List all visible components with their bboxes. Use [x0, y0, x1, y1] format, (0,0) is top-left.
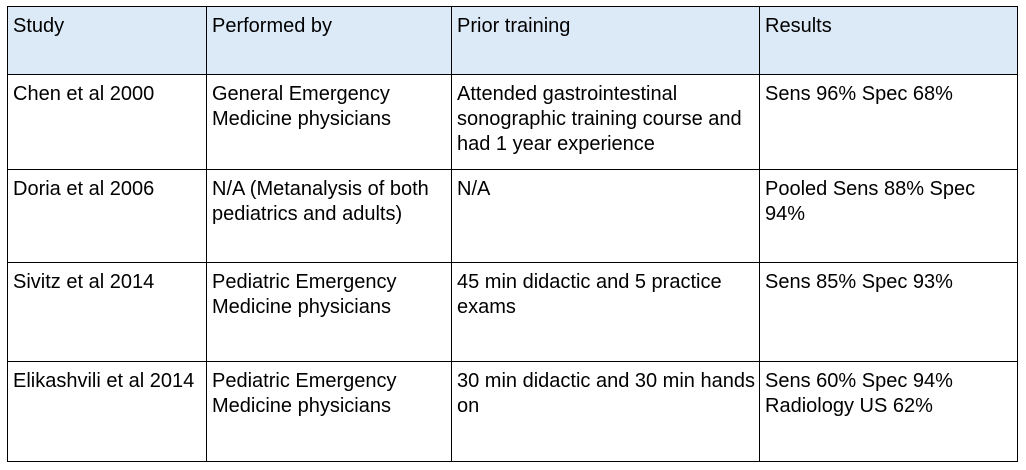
cell-prior-training: 30 min didactic and 30 min hands on	[451, 361, 760, 462]
studies-table: Study Performed by Prior training Result…	[7, 6, 1018, 462]
cell-results: Sens 60% Spec 94% Radiology US 62%	[759, 361, 1018, 462]
cell-results: Sens 96% Spec 68%	[759, 74, 1018, 170]
cell-performed-by: N/A (Metanalysis of both pediatrics and …	[206, 169, 452, 263]
header-row: Study Performed by Prior training Result…	[7, 6, 1018, 75]
header-results: Results	[759, 6, 1018, 75]
header-study: Study	[7, 6, 207, 75]
cell-performed-by: Pediatric Emergency Medicine physicians	[206, 361, 452, 462]
cell-study: Chen et al 2000	[7, 74, 207, 170]
cell-study: Sivitz et al 2014	[7, 262, 207, 362]
cell-study: Doria et al 2006	[7, 169, 207, 263]
header-performed-by: Performed by	[206, 6, 452, 75]
table-row: Doria et al 2006 N/A (Metanalysis of bot…	[7, 169, 1018, 263]
header-prior-training: Prior training	[451, 6, 760, 75]
table-row: Elikashvili et al 2014 Pediatric Emergen…	[7, 361, 1018, 462]
cell-results: Sens 85% Spec 93%	[759, 262, 1018, 362]
cell-prior-training: 45 min didactic and 5 practice exams	[451, 262, 760, 362]
table-row: Sivitz et al 2014 Pediatric Emergency Me…	[7, 262, 1018, 362]
cell-prior-training: Attended gastrointestinal sonographic tr…	[451, 74, 760, 170]
cell-results: Pooled Sens 88% Spec 94%	[759, 169, 1018, 263]
cell-study: Elikashvili et al 2014	[7, 361, 207, 462]
cell-performed-by: Pediatric Emergency Medicine physicians	[206, 262, 452, 362]
table-row: Chen et al 2000 General Emergency Medici…	[7, 74, 1018, 170]
cell-performed-by: General Emergency Medicine physicians	[206, 74, 452, 170]
cell-prior-training: N/A	[451, 169, 760, 263]
